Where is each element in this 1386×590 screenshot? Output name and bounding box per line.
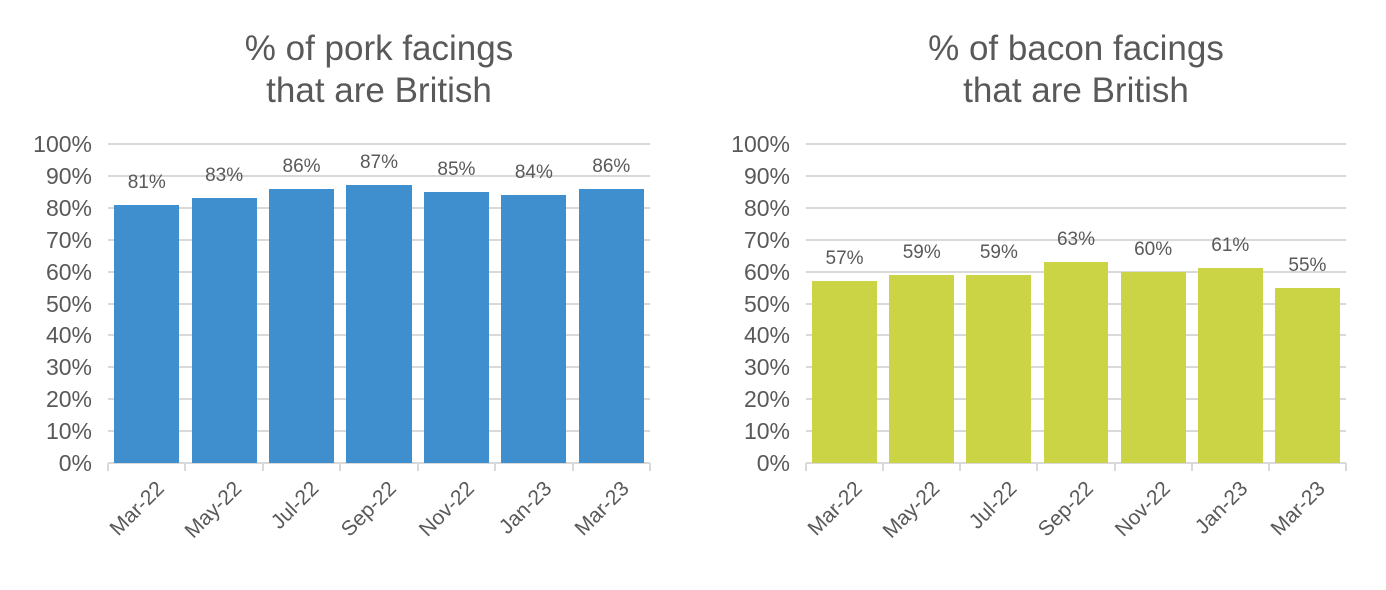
y-tick-label: 70% — [45, 226, 92, 253]
data-label: 86% — [592, 155, 631, 177]
y-tick-label: 90% — [743, 162, 790, 189]
x-tick — [184, 463, 187, 471]
x-tick — [571, 463, 574, 471]
y-tick-label: 40% — [45, 322, 92, 349]
x-tick — [1190, 463, 1193, 471]
data-label: 83% — [205, 165, 244, 187]
y-tick-label: 50% — [743, 290, 790, 317]
x-tick — [959, 463, 962, 471]
x-tick-label: Mar-22 — [803, 477, 867, 541]
x-tick-label: Nov-22 — [1111, 477, 1176, 542]
data-label: 61% — [1211, 235, 1250, 257]
gridline — [108, 143, 650, 145]
x-tick — [416, 463, 419, 471]
bar — [423, 191, 489, 463]
bar — [114, 204, 180, 463]
plot-area: 57% Mar-22 59% May-22 59% Jul-22 63% Sep-22 60% N… — [803, 0, 1347, 590]
y-tick-label: 0% — [756, 450, 790, 476]
bar — [578, 188, 644, 463]
x-tick — [1345, 463, 1347, 471]
pork-chart: % of pork facings that are British 81% Ma… — [33, 0, 651, 590]
data-label: 63% — [1056, 229, 1095, 251]
x-tick — [339, 463, 342, 471]
bar — [1120, 271, 1186, 463]
gridline — [108, 174, 650, 177]
data-label: 59% — [902, 241, 941, 263]
y-tick-label: 0% — [58, 450, 92, 476]
y-tick-label: 10% — [743, 418, 790, 445]
bar — [1275, 287, 1340, 463]
y-tick-label: 80% — [743, 194, 790, 221]
x-tick-label: Sep-22 — [1034, 477, 1099, 542]
y-tick-label: 70% — [743, 226, 790, 253]
data-label: 81% — [127, 171, 166, 193]
bar — [812, 281, 877, 463]
y-tick-label: 30% — [743, 354, 790, 381]
x-tick — [1036, 463, 1039, 471]
y-tick-label: 100% — [731, 131, 790, 157]
x-tick — [649, 463, 651, 471]
data-label: 60% — [1134, 238, 1173, 260]
data-label: 85% — [437, 158, 476, 180]
y-tick-label: 30% — [45, 354, 92, 381]
chart-title: % of bacon facings that are British — [928, 29, 1224, 110]
bar — [269, 188, 335, 463]
y-tick-label: 40% — [743, 322, 790, 349]
x-tick — [107, 463, 109, 471]
y-tick-label: 90% — [45, 162, 92, 189]
bar — [966, 274, 1032, 463]
x-tick — [494, 463, 497, 471]
data-label: 84% — [514, 162, 553, 184]
x-tick — [261, 463, 264, 471]
data-label: 87% — [359, 152, 398, 174]
x-tick — [882, 463, 885, 471]
y-tick-label: 10% — [45, 418, 92, 445]
gridline — [806, 206, 1346, 209]
bar — [501, 195, 567, 463]
bar — [191, 198, 257, 463]
gridline — [806, 174, 1346, 177]
x-tick — [1113, 463, 1116, 471]
x-axis — [108, 462, 650, 464]
bar — [1043, 262, 1109, 463]
bar — [1197, 268, 1263, 463]
y-tick-label: 100% — [33, 131, 92, 157]
gridline — [806, 238, 1346, 241]
x-tick-label: Jul-22 — [964, 477, 1022, 534]
y-tick-label: 50% — [45, 290, 92, 317]
x-tick-label: Mar-23 — [1266, 477, 1330, 541]
y-tick-label: 60% — [743, 258, 790, 285]
chart-title: % of pork facings that are British — [244, 29, 514, 110]
x-tick-label: Jan-23 — [1190, 477, 1253, 539]
gridline — [806, 143, 1346, 145]
data-label: 86% — [282, 155, 321, 177]
plot-area: 81% Mar-22 83% May-22 86% Jul-22 87% Sep-22 85% N… — [106, 0, 651, 590]
data-label: 59% — [979, 241, 1018, 263]
bar — [889, 274, 955, 463]
y-tick-label: 20% — [45, 386, 92, 413]
bar — [346, 185, 412, 463]
y-tick-label: 60% — [45, 258, 92, 285]
data-label: 57% — [825, 248, 864, 270]
y-tick-label: 20% — [743, 386, 790, 413]
x-tick-label: May-22 — [878, 477, 944, 543]
x-tick — [1267, 463, 1270, 471]
data-label: 55% — [1288, 254, 1327, 276]
y-tick-label: 80% — [45, 194, 92, 221]
x-axis — [806, 462, 1346, 464]
x-tick — [805, 463, 807, 471]
